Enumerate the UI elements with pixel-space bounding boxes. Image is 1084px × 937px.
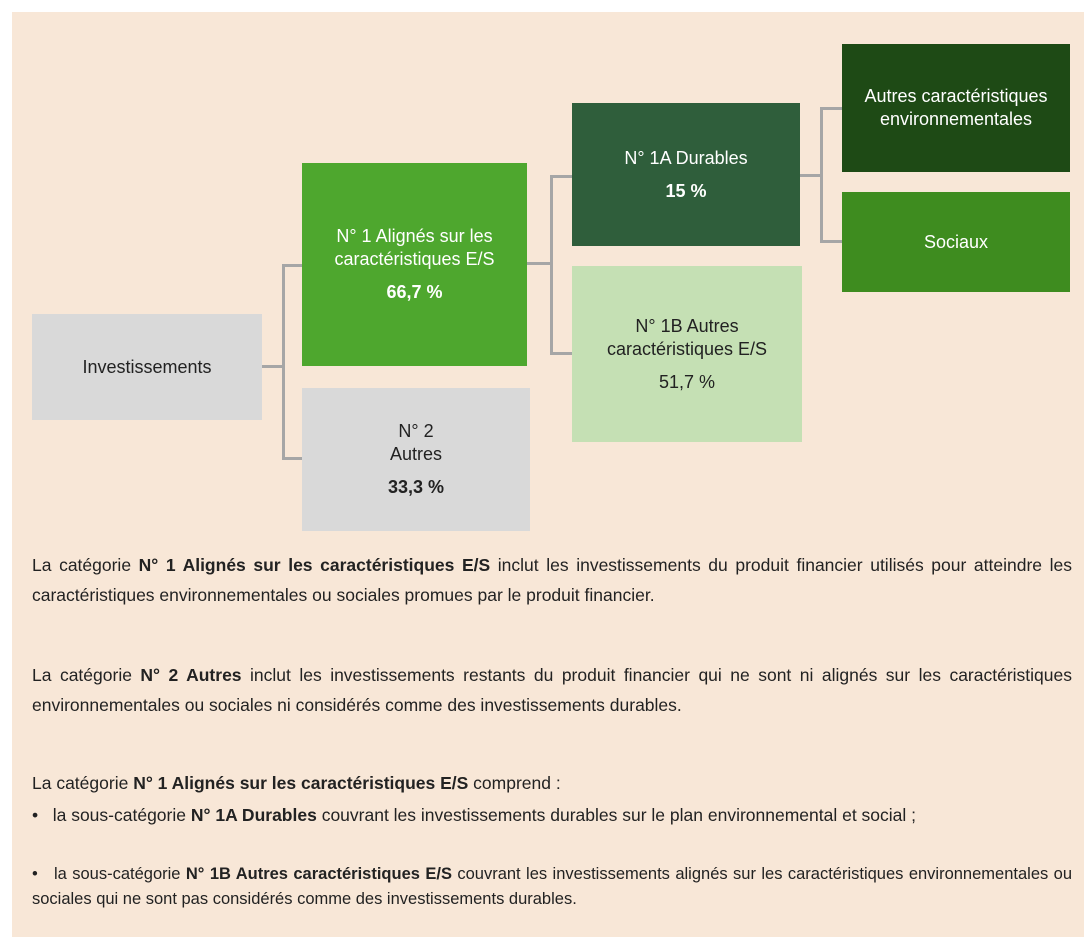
node-label: N° 1 Alignés sur les caractéristiques E/… (334, 226, 495, 269)
bold-text: N° 1 Alignés sur les caractéristiques E/… (133, 773, 469, 793)
node-label: N° 1A Durables (624, 147, 748, 168)
text: La catégorie (32, 555, 139, 575)
node-value: 33,3 % (387, 477, 445, 497)
bold-text: N° 1A Durables (190, 805, 317, 825)
connector (282, 264, 285, 459)
text: La catégorie (32, 665, 141, 685)
bold-text: N° 1B Autres caractéristiques E/S (185, 865, 452, 883)
text: couvrant les investissements alignés sur… (32, 865, 1077, 908)
connector (550, 175, 553, 355)
node-label: N° 2 Autres (389, 421, 443, 464)
paragraph: • la sous-catégorie N° 1A Durables couvr… (32, 800, 1072, 830)
node-box: N° 1 Alignés sur les caractéristiques E/… (302, 163, 527, 366)
paragraph: La catégorie N° 2 Autres inclut les inve… (32, 660, 1072, 720)
text: • la sous-catégorie (32, 805, 191, 825)
text: La catégorie (32, 773, 134, 793)
text: inclut les investissements restants du p… (32, 665, 1077, 715)
connector (262, 365, 284, 368)
connector (800, 174, 822, 177)
text: • la sous-catégorie (32, 865, 186, 883)
paragraph: La catégorie N° 1 Alignés sur les caract… (32, 768, 1072, 798)
node-box: Investissements (32, 314, 262, 420)
node-value: 66,7 % (386, 282, 443, 302)
connector (550, 175, 572, 178)
connector (820, 240, 842, 243)
text: couvrant les investissements durables su… (316, 805, 917, 825)
connector (527, 262, 552, 265)
paragraph: La catégorie N° 1 Alignés sur les caract… (32, 550, 1072, 610)
bold-text: N° 2 Autres (140, 665, 242, 685)
node-box: Sociaux (842, 192, 1070, 292)
node-label: Autres caractéristiques environnementale… (864, 86, 1048, 129)
connector (820, 107, 842, 110)
node-label: N° 1B Autres caractéristiques E/S (606, 315, 768, 359)
connector (820, 107, 823, 243)
node-box: N° 1A Durables 15 % (572, 103, 800, 246)
node-value: 15 % (665, 180, 707, 201)
bold-text: N° 1 Alignés sur les caractéristiques E/… (138, 555, 491, 575)
text: comprend : (468, 773, 561, 793)
node-label: Investissements (82, 356, 212, 377)
node-label: Sociaux (923, 231, 989, 252)
node-box: Autres caractéristiques environnementale… (842, 44, 1070, 172)
connector (282, 457, 302, 460)
node-box: N° 2 Autres 33,3 % (302, 388, 530, 531)
paragraph: • la sous-catégorie N° 1B Autres caracté… (32, 862, 1072, 912)
node-value: 51,7 % (658, 371, 716, 392)
text: inclut les investissements du produit fi… (32, 555, 1077, 605)
connector (550, 352, 572, 355)
node-box: N° 1B Autres caractéristiques E/S 51,7 % (572, 266, 802, 442)
connector (282, 264, 302, 267)
